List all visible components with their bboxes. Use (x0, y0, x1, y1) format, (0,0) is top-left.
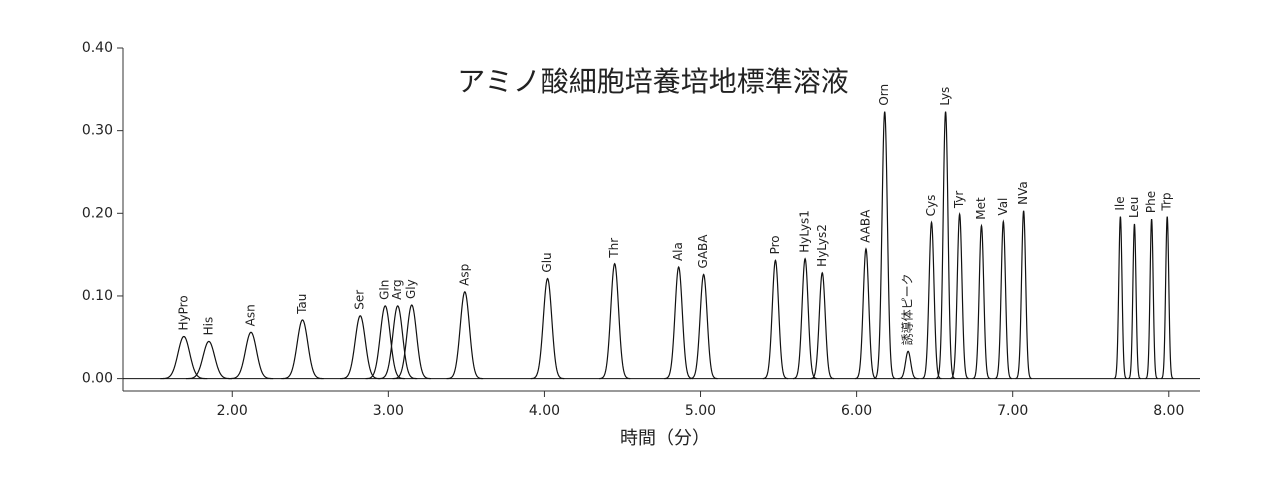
peak-label: HyLys1 (798, 210, 812, 253)
peak (392, 304, 432, 380)
peak-label: Arg (390, 279, 404, 300)
y-tick-label: 0.00 (82, 371, 113, 387)
peak (1145, 218, 1158, 380)
peak-label: HyPro (176, 295, 190, 330)
peak (365, 305, 405, 380)
peak-label: Gly (404, 279, 418, 299)
peak (664, 265, 694, 380)
peak (185, 340, 232, 380)
x-tick-label: 6.00 (841, 403, 872, 419)
peak (935, 111, 956, 380)
peak (994, 219, 1013, 380)
peak-label: Val (996, 198, 1010, 216)
peak (281, 319, 324, 380)
peak-label: Asp (457, 264, 471, 286)
peak (1113, 216, 1127, 380)
peak-label: Tau (295, 294, 309, 315)
peak-label: 誘導体ピーク (901, 273, 915, 345)
peak-label: Orn (877, 84, 891, 106)
x-axis-label: 時間（分） (620, 428, 710, 449)
peak-label: Leu (1127, 197, 1141, 218)
peak-label: Lys (938, 87, 952, 106)
peak (873, 111, 896, 380)
peak-label: AABA (858, 209, 872, 243)
peak (160, 335, 208, 380)
peak (792, 257, 818, 380)
x-tick-label: 4.00 (529, 403, 560, 419)
peak (921, 220, 942, 380)
y-tick-label: 0.20 (82, 205, 113, 221)
peak-label: Met (974, 197, 988, 220)
peak (762, 259, 789, 380)
peak (1160, 216, 1174, 380)
y-tick-label: 0.30 (82, 123, 113, 139)
peak (446, 290, 484, 380)
peak-label: Ile (1113, 196, 1127, 210)
x-tick-label: 5.00 (685, 403, 716, 419)
chart-title: アミノ酸細胞培養培地標準溶液 (457, 65, 848, 98)
x-tick-label: 2.00 (217, 403, 248, 419)
peak (340, 315, 381, 380)
peak (897, 350, 919, 380)
peak (972, 223, 991, 380)
peak (689, 273, 718, 380)
peak (530, 277, 565, 380)
peak-label: Pro (768, 235, 782, 254)
peak (810, 271, 835, 380)
peak (1015, 210, 1032, 380)
peak-label: Thr (607, 238, 621, 259)
peak-label: Cys (924, 195, 938, 217)
peak-label: GABA (696, 234, 710, 269)
y-tick-label: 0.10 (82, 288, 113, 304)
peak-label: Trp (1160, 192, 1174, 211)
peak-label: His (201, 317, 215, 336)
peak-label: Ala (671, 242, 685, 261)
peak-label: NVa (1016, 181, 1030, 205)
peak (228, 331, 274, 380)
peak-label: Ser (353, 290, 367, 310)
peak (378, 305, 418, 380)
peak-label: HyLys2 (815, 224, 829, 267)
peak-label: Asn (243, 304, 257, 326)
peak (950, 211, 970, 380)
peak-label: Tyr (952, 191, 966, 210)
x-tick-label: 8.00 (1153, 403, 1184, 419)
x-tick-label: 3.00 (373, 403, 404, 419)
peak (599, 262, 631, 380)
peak-label: Phe (1144, 191, 1158, 213)
y-tick-label: 0.40 (82, 40, 113, 56)
peak (854, 247, 878, 380)
peak-label: Gln (378, 280, 392, 300)
x-tick-label: 7.00 (997, 403, 1028, 419)
peak-label: Glu (540, 252, 554, 272)
peak (1128, 223, 1141, 380)
